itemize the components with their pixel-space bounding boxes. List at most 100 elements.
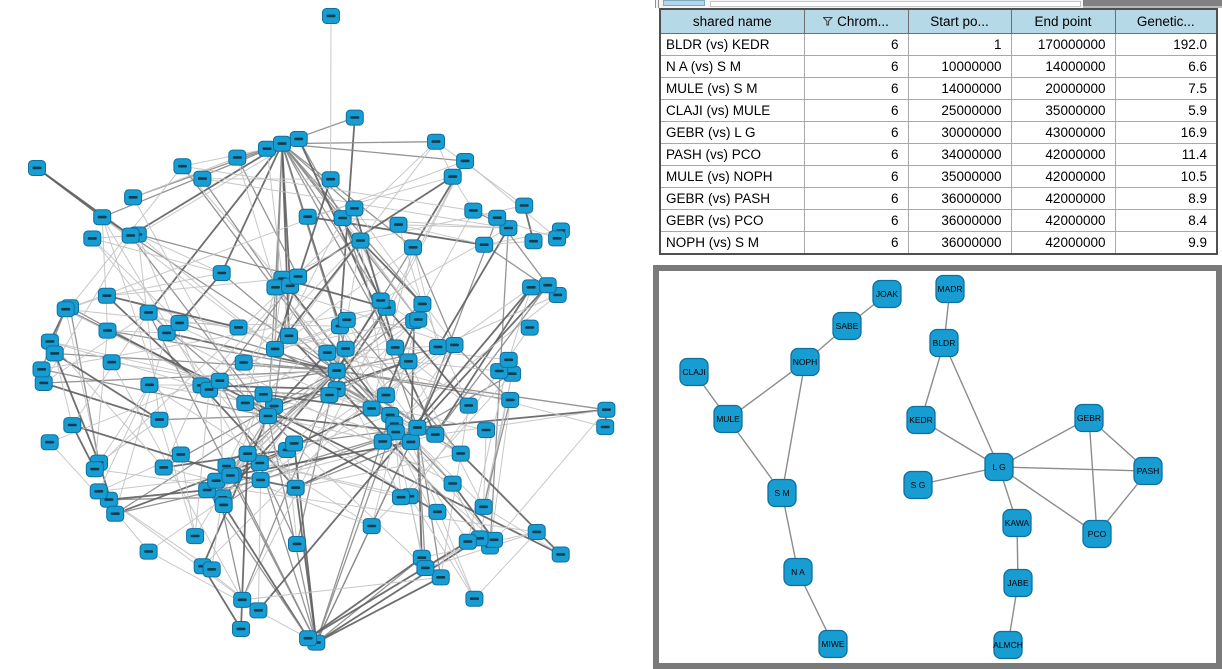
- table-row[interactable]: CLAJI (vs) MULE 6 25000000 35000000 5.9: [659, 99, 1218, 122]
- table-cell[interactable]: 6: [803, 77, 909, 100]
- table-cell[interactable]: GEBR (vs) PASH: [659, 187, 805, 210]
- network-node[interactable]: [477, 422, 496, 439]
- table-cell[interactable]: GEBR (vs) PCO: [659, 209, 805, 232]
- node-kedr[interactable]: KEDR: [906, 405, 936, 435]
- network-node[interactable]: [524, 233, 543, 250]
- table-cell[interactable]: 170000000: [1010, 33, 1116, 56]
- table-cell[interactable]: 9.9: [1114, 231, 1218, 255]
- network-node[interactable]: [173, 158, 192, 175]
- network-node[interactable]: [121, 227, 140, 244]
- network-node[interactable]: [236, 395, 255, 411]
- network-node[interactable]: [443, 168, 462, 185]
- table-cell[interactable]: 6: [803, 121, 909, 144]
- network-node[interactable]: [229, 319, 248, 336]
- node-sabe[interactable]: SABE: [832, 311, 862, 341]
- table-cell[interactable]: PASH (vs) PCO: [659, 143, 805, 166]
- network-node[interactable]: [28, 160, 46, 176]
- table-cell[interactable]: 8.9: [1114, 187, 1218, 210]
- network-node[interactable]: [456, 153, 475, 169]
- network-node[interactable]: [186, 528, 205, 545]
- network-node[interactable]: [97, 287, 116, 304]
- network-node[interactable]: [273, 135, 291, 152]
- node-pash[interactable]: PASH: [1133, 456, 1163, 486]
- network-node[interactable]: [485, 531, 503, 548]
- table-cell[interactable]: 30000000: [907, 121, 1012, 144]
- network-node[interactable]: [429, 339, 447, 355]
- network-node[interactable]: [515, 197, 534, 214]
- network-node[interactable]: [499, 351, 518, 368]
- table-cell[interactable]: 6.6: [1114, 55, 1218, 78]
- table-cell[interactable]: 36000000: [907, 231, 1012, 255]
- network-node[interactable]: [249, 602, 268, 619]
- table-row[interactable]: MULE (vs) NOPH 6 35000000 42000000 10.5: [659, 165, 1218, 188]
- network-node[interactable]: [345, 109, 364, 126]
- table-cell[interactable]: MULE (vs) NOPH: [659, 165, 805, 188]
- network-node[interactable]: [426, 426, 445, 443]
- network-node[interactable]: [154, 459, 173, 476]
- network-node[interactable]: [337, 311, 356, 328]
- network-node[interactable]: [171, 446, 190, 463]
- table-cell[interactable]: 5.9: [1114, 99, 1218, 122]
- node-joak[interactable]: JOAK: [872, 279, 902, 309]
- network-node[interactable]: [371, 292, 390, 309]
- column-header-start-po[interactable]: Start po...: [907, 8, 1012, 34]
- network-node[interactable]: [373, 433, 392, 450]
- network-edge[interactable]: [781, 361, 806, 494]
- node-n-a[interactable]: N A: [783, 557, 813, 587]
- network-node[interactable]: [98, 322, 117, 339]
- network-node[interactable]: [102, 354, 121, 371]
- node-miwe[interactable]: MIWE: [818, 629, 848, 659]
- table-row[interactable]: NOPH (vs) S M 6 36000000 42000000 9.9: [659, 231, 1218, 255]
- table-cell[interactable]: 6: [803, 143, 909, 166]
- table-cell[interactable]: 20000000: [1010, 77, 1116, 100]
- network-node[interactable]: [233, 591, 252, 608]
- table-cell[interactable]: 6: [803, 209, 909, 232]
- table-row[interactable]: GEBR (vs) PCO 6 36000000 42000000 8.4: [659, 209, 1218, 232]
- table-cell[interactable]: 34000000: [907, 143, 1012, 166]
- column-header-chrom[interactable]: Chrom...: [803, 8, 909, 34]
- network-node[interactable]: [399, 353, 418, 370]
- network-node[interactable]: [413, 296, 432, 312]
- table-cell[interactable]: 10000000: [907, 55, 1012, 78]
- network-node[interactable]: [238, 445, 257, 462]
- network-node[interactable]: [404, 239, 422, 256]
- network-node[interactable]: [465, 590, 484, 607]
- node-bldr[interactable]: BLDR: [929, 328, 959, 358]
- network-node[interactable]: [202, 561, 221, 578]
- network-node[interactable]: [327, 362, 346, 379]
- network-node[interactable]: [389, 216, 408, 233]
- node-gebr[interactable]: GEBR: [1074, 403, 1104, 433]
- network-node[interactable]: [362, 518, 381, 535]
- network-node[interactable]: [232, 621, 250, 637]
- panel-tab[interactable]: [663, 0, 705, 6]
- network-node[interactable]: [106, 505, 125, 522]
- node-mule[interactable]: MULE: [713, 404, 743, 434]
- table-cell[interactable]: 11.4: [1114, 143, 1218, 166]
- node-l-g[interactable]: L G: [984, 452, 1014, 482]
- node-claji[interactable]: CLAJI: [679, 357, 709, 387]
- network-node[interactable]: [234, 354, 253, 371]
- table-cell[interactable]: MULE (vs) S M: [659, 77, 805, 100]
- network-node[interactable]: [431, 569, 450, 586]
- table-cell[interactable]: 16.9: [1114, 121, 1218, 144]
- table-row[interactable]: N A (vs) S M 6 10000000 14000000 6.6: [659, 55, 1218, 78]
- network-node[interactable]: [451, 445, 470, 462]
- network-node[interactable]: [298, 208, 317, 225]
- network-node[interactable]: [280, 327, 298, 344]
- network-node[interactable]: [443, 475, 462, 492]
- network-edge[interactable]: [998, 466, 1149, 472]
- network-edge[interactable]: [998, 417, 1090, 468]
- network-node[interactable]: [475, 236, 494, 253]
- network-node[interactable]: [548, 230, 567, 247]
- network-node[interactable]: [289, 131, 308, 147]
- network-node[interactable]: [464, 202, 483, 219]
- table-cell[interactable]: 8.4: [1114, 209, 1218, 232]
- table-cell[interactable]: 7.5: [1114, 77, 1218, 100]
- network-node[interactable]: [89, 483, 108, 500]
- network-node[interactable]: [286, 479, 305, 496]
- network-node[interactable]: [259, 408, 277, 425]
- table-row[interactable]: MULE (vs) S M 6 14000000 20000000 7.5: [659, 77, 1218, 100]
- node-noph[interactable]: NOPH: [790, 347, 820, 377]
- table-row[interactable]: GEBR (vs) L G 6 30000000 43000000 16.9: [659, 121, 1218, 144]
- network-node[interactable]: [416, 560, 435, 576]
